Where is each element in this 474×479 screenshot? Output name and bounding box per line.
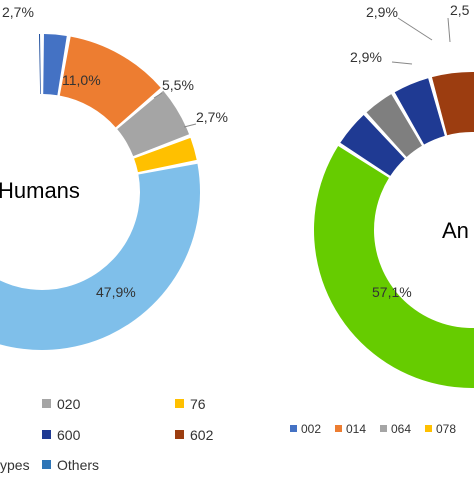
legend-label-064: 064 [391,422,411,436]
humans-donut [0,34,200,350]
animals-label-600b: 2,9% [350,49,382,65]
humans-slice-6 [39,34,41,95]
legend-label-600: 600 [57,427,81,443]
humans-slice-1 [59,36,161,128]
leader-line [447,17,451,43]
humans-label-020: 5,5% [162,77,194,93]
humans-slice-2 [117,90,190,157]
animals-slice-0 [394,78,445,145]
humans-label-002: 2,7% [2,4,34,20]
legend-swatch-76 [175,399,184,408]
animals-label-main: 57,1% [372,284,412,300]
animals-label-600: 2,9% [366,4,398,20]
legend-swatch-020 [42,399,51,408]
animals-slice-4 [340,115,405,176]
humans-title: Humans [0,178,80,203]
humans-label-076: 2,7% [196,109,228,125]
legend-swatch-600 [42,430,51,439]
humans-slice-5 [0,34,38,104]
animals-label-020: 2,5 [450,2,470,18]
humans-slice-4 [0,163,200,350]
animals-donut [314,72,474,388]
legend-label-002: 002 [301,422,321,436]
legend-label-76: 76 [190,396,206,412]
legend-label-types: ypes [0,457,30,473]
animals-slice-3 [314,146,474,388]
leader-line [397,17,433,41]
legend-swatch-002 [290,425,297,432]
legend-swatch-others [42,460,51,469]
legend-swatch-602 [175,430,184,439]
legend-swatch-078 [425,425,432,432]
leader-line [153,92,163,99]
legend-label-014: 014 [346,422,366,436]
legend-label-others: Others [57,457,99,473]
animals-title: An [442,218,469,243]
humans-label-014: 11,0% [62,72,101,88]
leader-line [183,123,197,128]
legend-swatch-064 [380,425,387,432]
legend-label-078: 078 [436,422,456,436]
legend-label-602: 602 [190,427,214,443]
animals-slice-1 [431,72,474,136]
legend-label-020: 020 [57,396,81,412]
leader-line [391,61,413,65]
animals-slice-5 [366,94,422,158]
humans-slice-0 [43,34,67,96]
legend-swatch-014 [335,425,342,432]
humans-label-others: 47,9% [96,284,136,300]
humans-slice-3 [134,137,197,173]
